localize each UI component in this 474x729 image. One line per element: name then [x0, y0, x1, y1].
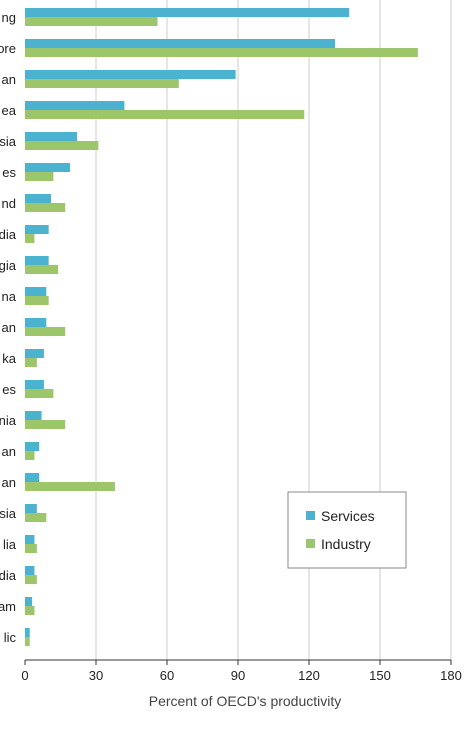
category-label: sia	[0, 134, 17, 149]
category-label: lia	[3, 537, 17, 552]
bar-industry	[25, 513, 47, 522]
bar-services	[25, 380, 44, 389]
category-label: am	[0, 599, 16, 614]
bar-industry	[25, 141, 99, 150]
bar-industry	[25, 265, 59, 274]
category-label: gia	[0, 258, 17, 273]
bar-industry	[25, 234, 35, 243]
x-tick-label: 0	[21, 668, 28, 683]
bar-services	[25, 70, 236, 79]
x-axis-title: Percent of OECD's productivity	[149, 693, 342, 709]
bar-services	[25, 597, 33, 606]
bar-industry	[25, 327, 66, 336]
bar-services	[25, 194, 52, 203]
x-tick-label: 30	[89, 668, 103, 683]
x-tick-label: 150	[369, 668, 391, 683]
bar-services	[25, 535, 35, 544]
category-label: ore	[0, 41, 16, 56]
bar-services	[25, 225, 49, 234]
category-label: an	[2, 475, 16, 490]
bar-industry	[25, 451, 35, 460]
bar-industry	[25, 575, 37, 584]
category-label: an	[2, 320, 16, 335]
x-ticks: 0 30 60 90 120 150 180	[21, 660, 462, 683]
legend-label-industry: Industry	[321, 536, 371, 552]
category-label: ka	[2, 351, 17, 366]
legend-box	[287, 491, 407, 569]
bar-industry	[25, 420, 66, 429]
category-label: na	[2, 289, 17, 304]
category-label: nd	[2, 196, 16, 211]
bar-services	[25, 39, 336, 48]
bar-industry	[25, 389, 54, 398]
bar-services	[25, 132, 78, 141]
category-label: sia	[0, 506, 17, 521]
legend: Services Industry	[287, 491, 407, 569]
bar-services	[25, 256, 49, 265]
bar-industry	[25, 606, 35, 615]
x-tick-label: 180	[440, 668, 462, 683]
bar-services	[25, 163, 70, 172]
category-label: an	[2, 444, 16, 459]
category-label: dia	[0, 568, 17, 583]
bar-industry	[25, 110, 305, 119]
bar-industry	[25, 637, 30, 646]
category-labels: ng ore an ea sia es nd dia gia na an ka es nia an an sia…	[0, 10, 17, 645]
legend-label-services: Services	[321, 508, 375, 524]
bar-industry	[25, 544, 37, 553]
bar-industry	[25, 296, 49, 305]
bar-services	[25, 8, 350, 17]
bar-services	[25, 101, 125, 110]
bar-services	[25, 318, 47, 327]
legend-swatch-industry	[306, 539, 315, 548]
category-label: ea	[2, 103, 17, 118]
category-label: es	[2, 382, 16, 397]
bar-services	[25, 566, 35, 575]
category-label: dia	[0, 227, 17, 242]
category-label: es	[2, 165, 16, 180]
category-label: an	[2, 72, 16, 87]
bar-industry	[25, 79, 179, 88]
bar-services	[25, 349, 44, 358]
category-label: ng	[2, 10, 16, 25]
bar-industry	[25, 482, 115, 491]
bar-services	[25, 442, 40, 451]
category-label: nia	[0, 413, 17, 428]
bars	[25, 8, 418, 646]
legend-swatch-services	[306, 511, 315, 520]
bar-industry	[25, 17, 158, 26]
x-tick-label: 90	[231, 668, 245, 683]
bar-industry	[25, 48, 418, 57]
x-tick-label: 120	[298, 668, 320, 683]
bar-services	[25, 473, 40, 482]
category-label: lic	[4, 630, 17, 645]
bar-services	[25, 628, 30, 637]
bar-industry	[25, 172, 54, 181]
bar-services	[25, 287, 47, 296]
bar-industry	[25, 358, 37, 367]
bar-services	[25, 411, 42, 420]
x-tick-label: 60	[160, 668, 174, 683]
bar-industry	[25, 203, 66, 212]
bar-services	[25, 504, 37, 513]
